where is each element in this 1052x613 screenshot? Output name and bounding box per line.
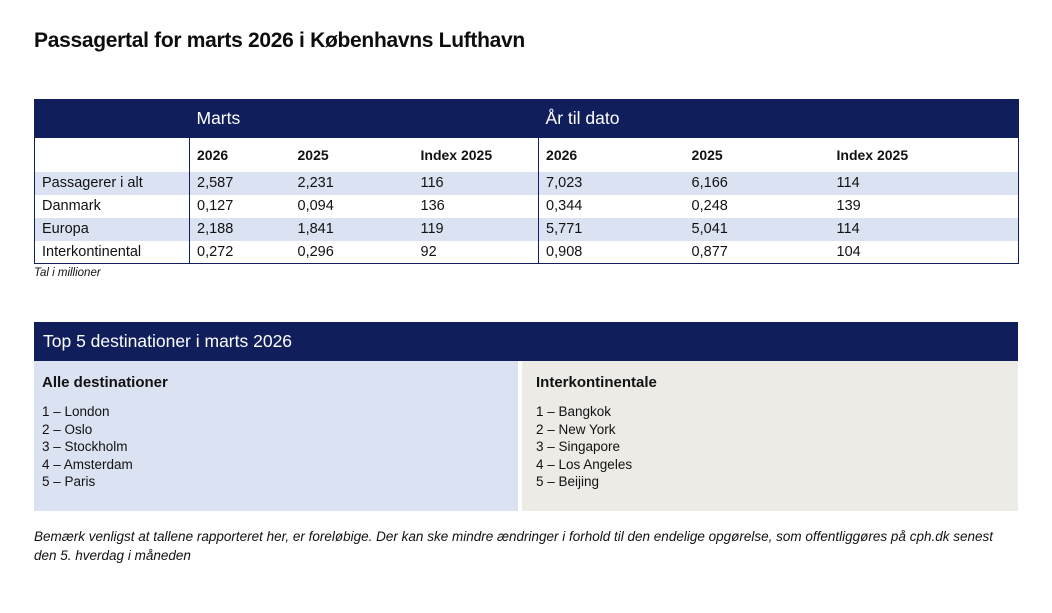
group-header-marts: Marts: [196, 108, 241, 129]
group-header-ytd: År til dato: [545, 108, 620, 129]
cell: 0,248: [691, 198, 728, 214]
table-row: Passagerer i alt 2,587 2,231 116 7,023 6…: [34, 171, 1019, 195]
cell: 0,127: [189, 194, 291, 218]
panel-intercontinental: Interkontinentale 1 – Bangkok 2 – New Yo…: [522, 361, 1018, 511]
row-label: Europa: [42, 221, 89, 237]
destination-list-intercontinental: 1 – Bangkok 2 – New York 3 – Singapore 4…: [536, 403, 1018, 491]
cell: 116: [420, 175, 444, 191]
destination-item: 4 – Los Angeles: [536, 456, 633, 472]
top5-panels: Alle destinationer 1 – London 2 – Oslo 3…: [34, 361, 1018, 511]
row-label: Danmark: [42, 198, 101, 214]
col-header: 2026: [189, 137, 291, 172]
panel-heading: Interkontinentale: [536, 374, 657, 391]
table-footnote: Tal i millioner: [34, 267, 101, 279]
cell: 92: [420, 243, 437, 260]
col-header: 2025: [691, 146, 723, 163]
cell: 2,231: [297, 175, 334, 191]
cell: 119: [420, 221, 444, 237]
table-column-header-row: 2026 2025 Index 2025 2026 2025 Index 202…: [34, 137, 1019, 172]
cell: 0,296: [297, 243, 334, 260]
row-label: Interkontinental: [42, 243, 142, 260]
table-row: Interkontinental 0,272 0,296 92 0,908 0,…: [34, 240, 1019, 264]
destination-item: 4 – Amsterdam: [42, 456, 133, 472]
col-header: 2025: [297, 146, 329, 163]
destination-item: 3 – Singapore: [536, 439, 621, 454]
cell: 5,041: [691, 221, 728, 237]
corner-cell: [35, 100, 190, 138]
corner-cell: [35, 138, 190, 172]
cell: 6,166: [691, 175, 728, 191]
destination-item: 5 – Beijing: [536, 474, 600, 489]
cell: 0,908: [538, 240, 685, 264]
cell: 2,188: [189, 217, 291, 241]
table-row: Danmark 0,127 0,094 136 0,344 0,248 139: [34, 194, 1019, 218]
panel-all-destinations: Alle destinationer 1 – London 2 – Oslo 3…: [34, 361, 518, 511]
footer-note: Bemærk venligst at tallene rapporteret h…: [34, 529, 993, 563]
cell: 104: [836, 243, 861, 260]
destination-list-all: 1 – London 2 – Oslo 3 – Stockholm 4 – Am…: [42, 403, 518, 491]
cell: 136: [420, 198, 445, 214]
page-title: Passagertal for marts 2026 i Københavns …: [34, 29, 525, 52]
destination-item: 1 – London: [42, 404, 110, 419]
cell: 5,771: [538, 217, 685, 241]
cell: 0,094: [297, 198, 334, 214]
cell: 114: [836, 221, 860, 237]
cell: 7,023: [538, 171, 685, 195]
cell: 0,877: [691, 243, 728, 260]
cell: 1,841: [297, 221, 334, 237]
row-label: Passagerer i alt: [42, 175, 143, 191]
destination-item: 2 – New York: [536, 421, 616, 437]
top5-section: Top 5 destinationer i marts 2026 Alle de…: [34, 322, 1018, 511]
cell: 2,587: [189, 171, 291, 195]
report-page: Passagertal for marts 2026 i Københavns …: [0, 29, 1052, 565]
panel-heading: Alle destinationer: [42, 374, 168, 391]
table-row: Europa 2,188 1,841 119 5,771 5,041 114: [34, 217, 1019, 241]
cell: 0,344: [538, 194, 685, 218]
cell: 139: [836, 198, 861, 214]
table-group-header-row: Marts År til dato: [34, 99, 1019, 138]
col-header: Index 2025: [420, 146, 493, 163]
destination-item: 1 – Bangkok: [536, 404, 612, 419]
cell: 114: [836, 175, 860, 191]
destination-item: 5 – Paris: [42, 474, 96, 489]
col-header: Index 2025: [836, 146, 909, 163]
cell: 0,272: [189, 240, 291, 264]
destination-item: 2 – Oslo: [42, 421, 93, 437]
destination-item: 3 – Stockholm: [42, 439, 128, 454]
passenger-stats-table: Marts År til dato 2026 2025 Index 2025 2…: [34, 99, 1020, 264]
col-header: 2026: [538, 137, 685, 172]
top5-title: Top 5 destinationer i marts 2026: [34, 322, 1018, 361]
